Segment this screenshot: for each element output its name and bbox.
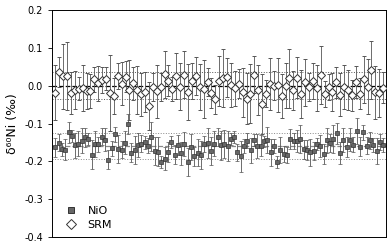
Legend: NiO, SRM: NiO, SRM bbox=[58, 204, 114, 232]
Y-axis label: δ⁶⁰Ni (‰): δ⁶⁰Ni (‰) bbox=[5, 93, 18, 154]
